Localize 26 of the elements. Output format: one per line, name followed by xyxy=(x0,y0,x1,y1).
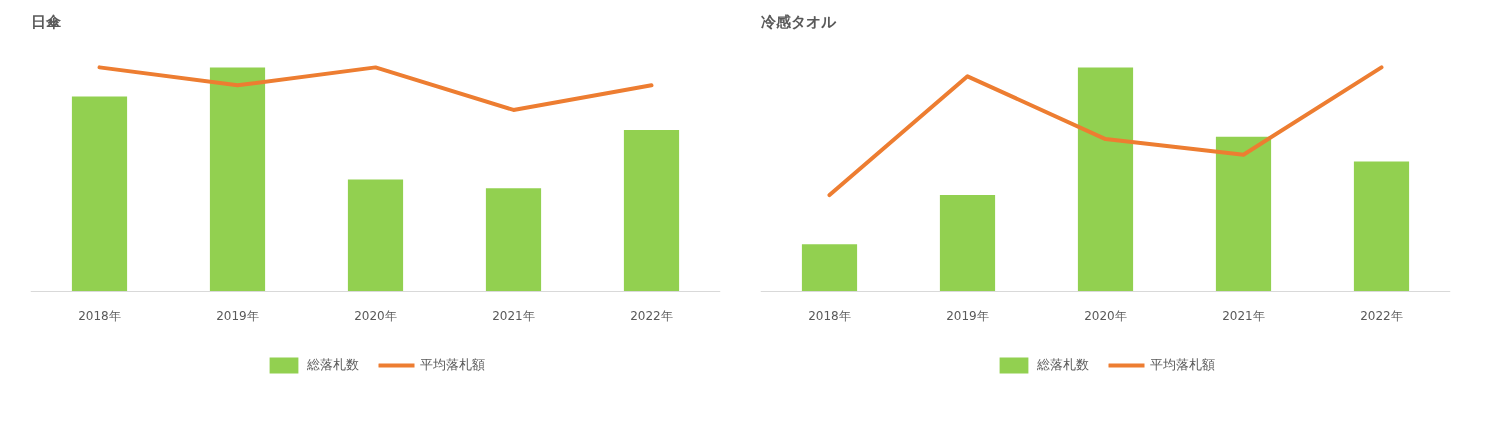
bar xyxy=(1353,161,1410,292)
bar xyxy=(623,130,680,292)
bar xyxy=(71,96,128,292)
legend-label: 平均落札額 xyxy=(1149,356,1215,374)
legend-label: 総落札数 xyxy=(1036,356,1089,374)
bar xyxy=(801,244,858,292)
x-tick-label: 2021年 xyxy=(492,309,535,324)
x-tick-label: 2019年 xyxy=(946,309,989,324)
x-tick-label: 2021年 xyxy=(1222,309,1265,324)
x-tick-label: 2018年 xyxy=(78,309,121,324)
x-tick-label: 2022年 xyxy=(630,309,673,324)
bar xyxy=(1215,136,1272,292)
bar xyxy=(939,195,996,292)
x-tick-label: 2020年 xyxy=(1084,309,1127,324)
chart-title: 冷感タオル xyxy=(760,12,837,31)
bar xyxy=(347,179,404,292)
x-tick-label: 2020年 xyxy=(354,309,397,324)
legend-label: 総落札数 xyxy=(306,356,359,374)
bar xyxy=(209,67,266,292)
bar xyxy=(485,188,542,292)
x-tick-label: 2019年 xyxy=(216,309,259,324)
bar xyxy=(1077,67,1134,292)
chart-title: 日傘 xyxy=(30,12,62,31)
x-tick-label: 2018年 xyxy=(808,309,851,324)
x-tick-label: 2022年 xyxy=(1360,309,1403,324)
legend-label: 平均落札額 xyxy=(419,356,485,374)
